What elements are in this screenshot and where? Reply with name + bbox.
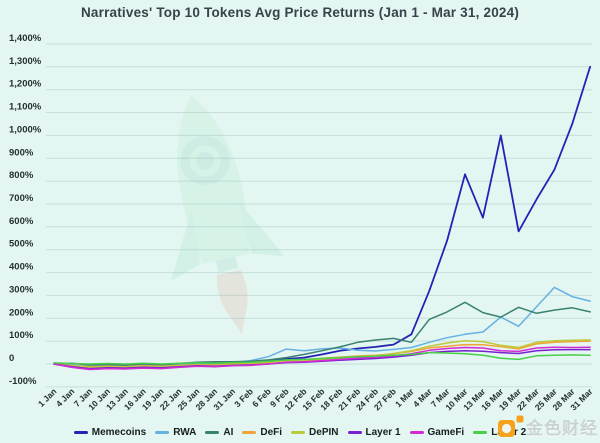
legend-item-gamefi: GameFi — [409, 427, 465, 438]
legend-swatch-defi — [242, 431, 257, 434]
legend-label-defi: DeFi — [260, 427, 283, 438]
legend-item-memecoins: Memecoins — [73, 427, 147, 438]
svg-text:600%: 600% — [9, 216, 34, 227]
jinse-logo-icon — [498, 415, 524, 437]
svg-text:1,300%: 1,300% — [9, 56, 42, 67]
svg-text:0: 0 — [9, 353, 14, 364]
svg-text:3 Feb: 3 Feb — [232, 386, 255, 409]
line-chart: 1,400% 1,300% 1,200% 1,100% 1,000% 900% 800% 70… — [9, 33, 595, 412]
svg-text:4 Mar: 4 Mar — [411, 386, 434, 409]
series-line-memecoins — [53, 65, 591, 370]
svg-text:800%: 800% — [9, 170, 34, 181]
svg-text:900%: 900% — [9, 147, 34, 158]
legend-swatch-gamefi — [409, 431, 424, 434]
legend-swatch-ai — [205, 431, 220, 434]
legend-swatch-rwa — [155, 431, 170, 434]
legend-item-layer-1: Layer 1 — [347, 427, 401, 438]
legend-swatch-memecoins — [73, 431, 88, 434]
svg-text:100%: 100% — [9, 330, 34, 341]
legend-label-memecoins: Memecoins — [91, 427, 147, 438]
svg-text:200%: 200% — [9, 307, 34, 318]
legend-swatch-depin — [291, 431, 306, 434]
svg-text:1,100%: 1,100% — [9, 102, 42, 113]
svg-text:500%: 500% — [9, 239, 34, 250]
svg-text:1 Mar: 1 Mar — [393, 386, 416, 409]
chart-title: Narratives' Top 10 Tokens Avg Price Retu… — [80, 5, 520, 20]
series-line-layer-2 — [53, 351, 591, 365]
legend-item-depin: DePIN — [291, 427, 339, 438]
legend-label-depin: DePIN — [309, 427, 339, 438]
svg-text:1 Jan: 1 Jan — [36, 386, 58, 408]
svg-text:400%: 400% — [9, 262, 34, 273]
rocket-watermark-icon — [171, 95, 285, 335]
svg-text:700%: 700% — [9, 193, 34, 204]
svg-text:1,200%: 1,200% — [9, 79, 42, 90]
gridlines — [46, 43, 592, 388]
legend-swatch-layer-1 — [347, 431, 362, 434]
legend-swatch-layer-2 — [473, 431, 488, 434]
svg-text:4 Jan: 4 Jan — [54, 386, 76, 408]
legend-item-ai: AI — [205, 427, 233, 438]
series-line-gamefi — [53, 346, 591, 371]
svg-text:6 Feb: 6 Feb — [250, 386, 273, 409]
legend-label-gamefi: GameFi — [427, 427, 465, 438]
svg-text:300%: 300% — [9, 284, 34, 295]
brand-watermark: 金色财经 — [497, 413, 598, 440]
series-line-ai — [53, 301, 591, 366]
legend-label-rwa: RWA — [173, 427, 197, 438]
svg-text:1,000%: 1,000% — [9, 124, 42, 135]
brand-watermark-text: 金色财经 — [526, 419, 598, 438]
svg-text:-100%: -100% — [9, 376, 37, 387]
series-line-depin — [53, 339, 591, 368]
series-lines — [53, 65, 591, 371]
legend-label-ai: AI — [223, 427, 234, 438]
legend-item-defi: DeFi — [242, 427, 282, 438]
legend-item-rwa: RWA — [155, 427, 196, 438]
legend-label-layer-1: Layer 1 — [365, 427, 401, 438]
svg-text:1,400%: 1,400% — [9, 33, 42, 44]
